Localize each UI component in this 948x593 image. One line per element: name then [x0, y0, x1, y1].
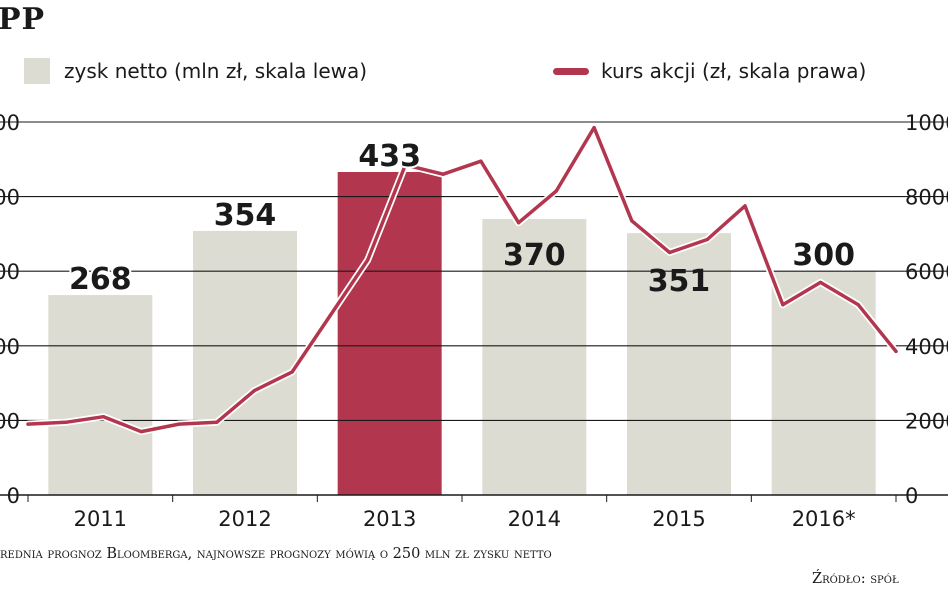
price-point — [894, 349, 898, 353]
y-right-tick-label: 4000 — [905, 335, 948, 359]
bar-value-label: 370 — [503, 238, 566, 273]
x-tick-label: 2012 — [218, 507, 271, 531]
y-left-tick-label: 200 — [0, 335, 20, 359]
bar-value-label: 351 — [648, 264, 711, 299]
y-left-tick-label: 100 — [0, 409, 20, 433]
price-point — [64, 420, 68, 424]
x-tick-label: 2011 — [74, 507, 127, 531]
bar-2013 — [337, 171, 442, 495]
bar-2012 — [193, 230, 297, 495]
price-point — [781, 303, 785, 307]
y-right-tick-label: 2000 — [905, 409, 948, 433]
legend-bars-label: zysk netto (mln zł, skala lewa) — [64, 59, 368, 83]
x-tick-label: 2013 — [363, 507, 416, 531]
price-point — [856, 303, 860, 307]
price-point — [743, 204, 747, 208]
legend-bars-swatch — [24, 58, 50, 84]
price-point — [328, 314, 332, 318]
footnote: rednia prognoz Bloomberga, najnowsze pro… — [0, 546, 552, 562]
price-point — [403, 163, 407, 167]
y-right-tick-label: 10000 — [905, 111, 948, 135]
price-point — [366, 258, 370, 262]
price-point — [290, 370, 294, 374]
price-point — [215, 420, 219, 424]
bar-2014 — [482, 218, 587, 496]
y-right-tick-label: 8000 — [905, 186, 948, 210]
legend-line-swatch — [553, 67, 589, 75]
price-point — [479, 159, 483, 163]
price-line — [26, 125, 898, 434]
price-point — [554, 189, 558, 193]
bar-value-label: 268 — [69, 262, 132, 297]
price-point — [705, 237, 709, 242]
price-point — [818, 280, 823, 284]
bar-value-label: 300 — [792, 238, 855, 273]
price-line-halo — [24, 124, 900, 436]
legend-line: kurs akcji (zł, skala prawa) — [553, 56, 866, 86]
y-left-tick-label: 500 — [0, 111, 20, 135]
legend-line-label: kurs akcji (zł, skala prawa) — [601, 59, 867, 83]
y-right-tick-label: 0 — [905, 484, 918, 508]
y-left-tick-label: 300 — [0, 260, 20, 284]
y-left-tick-label: 400 — [0, 186, 20, 210]
bar-value-label: 354 — [214, 198, 277, 233]
bar-value-label: 433 — [358, 139, 421, 174]
bar-2011 — [48, 295, 153, 495]
y-right-tick-label: 6000 — [905, 260, 948, 284]
x-tick-label: 2016* — [792, 507, 856, 531]
price-point — [139, 429, 143, 434]
price-point — [26, 422, 30, 426]
price-point — [252, 388, 257, 393]
y-left-tick-label: 0 — [7, 484, 20, 508]
price-point — [592, 125, 596, 130]
price-point — [441, 172, 445, 176]
price-point — [177, 422, 181, 426]
price-point — [667, 250, 672, 255]
x-tick-label: 2014 — [508, 507, 561, 531]
chart-title: PP — [0, 2, 46, 37]
source-note: Źródło: spół — [812, 571, 899, 587]
legend-bars: zysk netto (mln zł, skala lewa) — [24, 56, 367, 86]
price-point — [101, 415, 106, 419]
x-tick-label: 2015 — [652, 507, 705, 531]
price-point — [517, 221, 521, 225]
price-point — [630, 219, 634, 223]
bar-2015 — [627, 233, 731, 496]
